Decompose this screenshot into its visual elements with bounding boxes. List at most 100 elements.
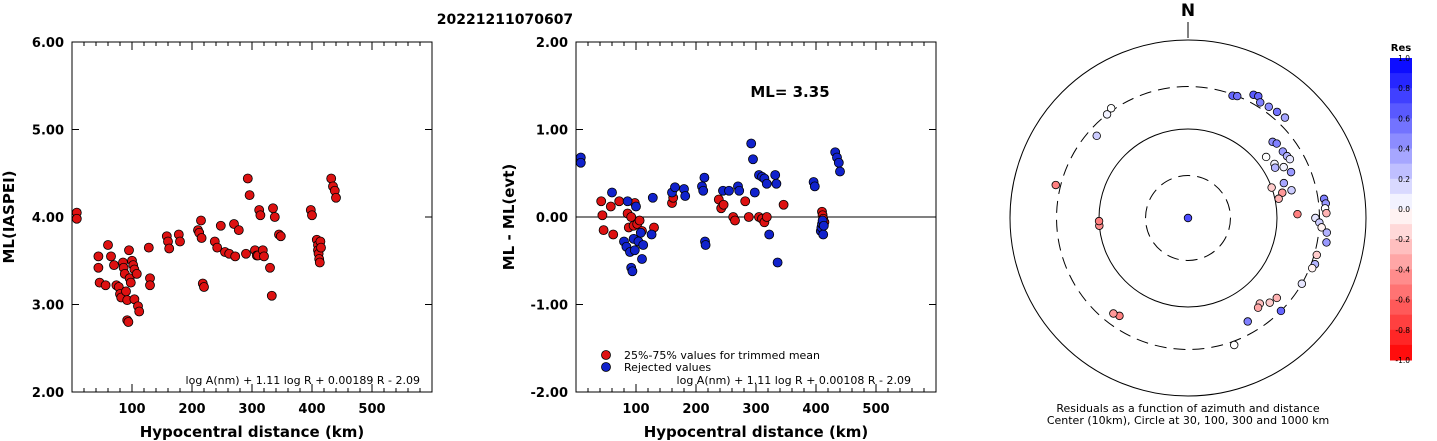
legend-marker-rejected — [601, 362, 611, 372]
polar-station-point — [1308, 263, 1317, 273]
colorbar-tick-label: 0.8 — [1398, 84, 1410, 93]
p1-point-series-0 — [121, 286, 131, 297]
page-title: 20221211070607 — [437, 12, 573, 28]
p2-point-series-0 — [608, 229, 619, 240]
polar-station-point — [1272, 293, 1281, 303]
polar-station-point — [1051, 180, 1060, 190]
polar-station-point — [1094, 216, 1104, 226]
colorbar-cell — [1390, 133, 1412, 150]
p2-point-series-1 — [700, 240, 711, 250]
p2-point-series-0 — [743, 212, 754, 222]
legend-marker-used — [601, 350, 611, 360]
p1-point-series-0 — [125, 277, 136, 288]
p1-point-series-0 — [103, 240, 113, 250]
polar-station-point — [1297, 279, 1307, 288]
p1-point-series-0 — [265, 262, 275, 273]
p2-point-series-1 — [629, 245, 640, 256]
p2-point-series-0 — [740, 196, 751, 207]
polar-station-point — [1293, 209, 1302, 219]
colorbar-cell — [1390, 193, 1412, 210]
colorbar-tick-label: -0.2 — [1395, 235, 1410, 244]
colorbar-cell — [1390, 254, 1412, 270]
p2-y-tick-label: 0.00 — [536, 211, 568, 226]
p1-point-series-0 — [199, 282, 209, 292]
p1-point-series-0 — [215, 220, 226, 231]
colorbar-cell — [1390, 299, 1412, 316]
p1-point-series-0 — [145, 280, 155, 291]
polar-station-point — [1265, 298, 1274, 307]
p2-point-series-1 — [631, 201, 641, 212]
plot2-ml-annotation: ML= 3.35 — [750, 83, 829, 101]
p2-x-tick-label: 100 — [622, 402, 649, 417]
p1-point-series-0 — [314, 257, 325, 268]
plot1-y-ticks: 2.00 3.00 4.00 5.00 6.00 — [32, 36, 432, 401]
colorbar-cell — [1390, 239, 1412, 255]
colorbar-cell — [1390, 88, 1412, 104]
p2-point-series-1 — [818, 229, 829, 240]
plot1-y-label: ML(IASPEI) — [0, 170, 18, 263]
colorbar-cell — [1390, 314, 1412, 331]
colorbar-cell — [1390, 178, 1412, 195]
p1-y-tick-label: 2.00 — [32, 386, 64, 401]
p2-x-tick-label: 300 — [742, 402, 769, 417]
p1-x-tick-label: 400 — [298, 402, 325, 417]
p2-point-series-0 — [605, 201, 616, 212]
p1-point-series-0 — [266, 290, 277, 301]
colorbar-tick-label: -0.8 — [1395, 326, 1410, 335]
colorbar-cell — [1390, 224, 1412, 240]
p1-point-series-0 — [106, 251, 116, 262]
p2-point-series-1 — [833, 157, 844, 168]
p1-point-series-0 — [164, 243, 175, 254]
colorbar-cell — [1390, 284, 1412, 301]
p2-y-tick-label: 1.00 — [536, 124, 568, 139]
polar-station-point — [1322, 238, 1331, 247]
polar-station-point — [1092, 131, 1101, 141]
p1-point-series-0 — [175, 236, 185, 247]
p1-point-series-0 — [316, 242, 326, 253]
polar-station-point — [1287, 186, 1296, 195]
polar-ring-30km — [1145, 175, 1231, 261]
p1-point-series-0 — [241, 248, 251, 259]
p2-point-series-1 — [764, 229, 775, 240]
p2-point-series-1 — [749, 187, 760, 198]
colorbar-cell — [1390, 148, 1412, 165]
p2-y-tick-label: 2.00 — [536, 36, 568, 51]
legend-label-used: 25%-75% values for trimmed mean — [624, 349, 820, 362]
p2-point-series-1 — [638, 240, 649, 250]
polar-north-label: N — [1181, 1, 1195, 21]
plot1-x-label: Hypocentral distance (km) — [140, 423, 365, 441]
colorbar-tick-label: 0.4 — [1398, 145, 1410, 154]
colorbar-label: Res — [1391, 43, 1411, 54]
colorbar-tick-label: 0.2 — [1398, 175, 1410, 184]
p1-y-tick-label: 4.00 — [32, 211, 64, 226]
p2-point-series-0 — [596, 196, 607, 207]
p2-point-series-1 — [818, 220, 829, 231]
polar-station-point — [1286, 167, 1296, 177]
p1-point-series-0 — [269, 212, 280, 222]
plot1-frame — [71, 41, 433, 393]
p1-point-series-0 — [233, 225, 244, 236]
colorbar-cell — [1390, 58, 1412, 74]
p1-point-series-0 — [259, 251, 269, 262]
p1-x-tick-label: 200 — [178, 402, 205, 417]
colorbar-tick-label: -0.4 — [1395, 265, 1410, 274]
p2-y-tick-label: -2.00 — [531, 386, 568, 401]
plot2-y-label: ML - ML(evt) — [500, 164, 518, 270]
polar-station-point — [1272, 139, 1281, 148]
colorbar-cell — [1390, 329, 1412, 346]
colorbar-cell — [1390, 209, 1412, 225]
colorbar-tick-label: -0.6 — [1395, 296, 1410, 305]
p2-x-tick-label: 200 — [682, 402, 709, 417]
p2-point-series-0 — [634, 215, 645, 226]
plot-ml-residual: -2.00 -1.00 0.00 1.00 2.00 100 200 300 400 500 M… — [500, 36, 937, 441]
colorbar-cells — [1390, 58, 1412, 361]
p2-point-series-1 — [748, 154, 758, 165]
polar-station-point — [1322, 228, 1332, 237]
p2-point-series-0 — [597, 210, 608, 221]
legend-label-rejected: Rejected values — [624, 361, 711, 374]
p2-point-series-0 — [730, 215, 740, 226]
colorbar-cell — [1390, 344, 1412, 361]
plot-ml-iaspei: 2.00 3.00 4.00 5.00 6.00 100 200 300 400 500 log… — [0, 36, 433, 441]
colorbar-ticks: 1.0 0.8 0.6 0.4 0.2 0.0 -0.2 -0.4 -0.6 -0.8 -1.0 — [1395, 54, 1410, 365]
colorbar-cell — [1390, 269, 1412, 285]
